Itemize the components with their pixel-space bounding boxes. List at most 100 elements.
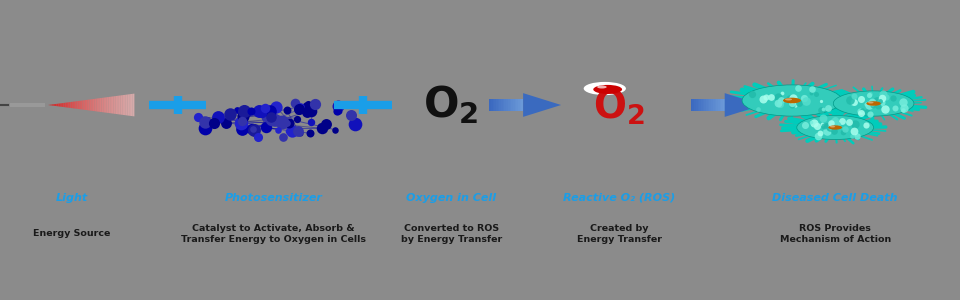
Polygon shape: [53, 104, 55, 106]
Text: Light: Light: [56, 193, 88, 203]
Point: [799, 99, 814, 104]
Point: [218, 121, 233, 125]
Text: Energy Source: Energy Source: [34, 230, 110, 238]
Circle shape: [829, 126, 835, 127]
Polygon shape: [503, 98, 504, 112]
Point: [247, 128, 262, 133]
Point: [852, 97, 868, 102]
Text: Catalyst to Activate, Absorb &
Transfer Energy to Oxygen in Cells: Catalyst to Activate, Absorb & Transfer …: [181, 224, 366, 244]
Point: [267, 117, 282, 122]
Point: [784, 99, 800, 103]
Point: [190, 114, 205, 119]
Polygon shape: [10, 103, 45, 107]
Polygon shape: [57, 103, 59, 106]
Text: $\mathbf{O_2}$: $\mathbf{O_2}$: [423, 83, 479, 126]
Polygon shape: [519, 98, 521, 112]
Polygon shape: [87, 100, 89, 110]
Polygon shape: [716, 98, 718, 112]
Point: [303, 119, 319, 124]
Point: [281, 120, 297, 125]
Polygon shape: [494, 98, 496, 112]
Point: [303, 109, 319, 114]
Polygon shape: [76, 101, 78, 109]
Point: [293, 104, 308, 109]
Point: [773, 101, 788, 106]
Text: Created by
Energy Transfer: Created by Energy Transfer: [577, 224, 661, 244]
Polygon shape: [699, 98, 701, 112]
Point: [255, 110, 271, 114]
Point: [269, 105, 284, 110]
Point: [307, 102, 323, 106]
Circle shape: [597, 85, 607, 88]
Polygon shape: [55, 104, 57, 106]
Polygon shape: [50, 104, 52, 106]
Polygon shape: [52, 104, 53, 106]
Point: [271, 127, 286, 132]
Circle shape: [828, 125, 842, 130]
Point: [862, 112, 877, 116]
Polygon shape: [490, 98, 491, 112]
Point: [330, 104, 346, 109]
Text: Converted to ROS
by Energy Transfer: Converted to ROS by Energy Transfer: [400, 224, 502, 244]
Circle shape: [593, 85, 622, 94]
Polygon shape: [78, 101, 79, 109]
Polygon shape: [491, 98, 492, 112]
Point: [233, 121, 249, 125]
Point: [210, 114, 226, 119]
Point: [815, 116, 830, 120]
Polygon shape: [128, 94, 130, 116]
Point: [895, 108, 910, 112]
Point: [252, 108, 267, 113]
Polygon shape: [119, 95, 121, 115]
Point: [850, 134, 865, 138]
Point: [847, 100, 862, 104]
Point: [290, 128, 305, 133]
Polygon shape: [720, 98, 721, 112]
Point: [292, 107, 307, 112]
Polygon shape: [100, 98, 102, 112]
Point: [826, 120, 841, 125]
Polygon shape: [124, 95, 126, 115]
Point: [859, 110, 875, 115]
Point: [837, 126, 852, 131]
Polygon shape: [91, 99, 93, 111]
Polygon shape: [492, 98, 494, 112]
Polygon shape: [504, 98, 506, 112]
Polygon shape: [79, 101, 81, 109]
Polygon shape: [518, 98, 519, 112]
Point: [275, 119, 290, 124]
Point: [784, 102, 800, 107]
Point: [827, 128, 842, 133]
Polygon shape: [84, 100, 86, 110]
Polygon shape: [108, 97, 110, 113]
Point: [869, 99, 884, 104]
Polygon shape: [521, 98, 523, 112]
Point: [834, 119, 850, 124]
Polygon shape: [515, 98, 516, 112]
Polygon shape: [723, 98, 725, 112]
Point: [825, 124, 840, 129]
Point: [244, 108, 259, 113]
Point: [791, 86, 806, 91]
Point: [861, 92, 876, 97]
Point: [774, 98, 789, 103]
Point: [229, 107, 245, 112]
Point: [813, 99, 828, 103]
Polygon shape: [72, 102, 74, 108]
Text: Reactive O₂ (ROS): Reactive O₂ (ROS): [564, 193, 675, 203]
Polygon shape: [121, 95, 122, 115]
Polygon shape: [703, 98, 705, 112]
Point: [817, 124, 832, 128]
Point: [878, 94, 894, 99]
Point: [263, 114, 278, 119]
Polygon shape: [83, 100, 84, 110]
Polygon shape: [96, 98, 98, 112]
Point: [750, 107, 765, 112]
Polygon shape: [499, 98, 501, 112]
Point: [331, 109, 347, 113]
Point: [318, 122, 333, 126]
Circle shape: [866, 101, 881, 106]
Polygon shape: [110, 97, 112, 113]
Point: [845, 134, 860, 138]
Point: [835, 130, 851, 135]
